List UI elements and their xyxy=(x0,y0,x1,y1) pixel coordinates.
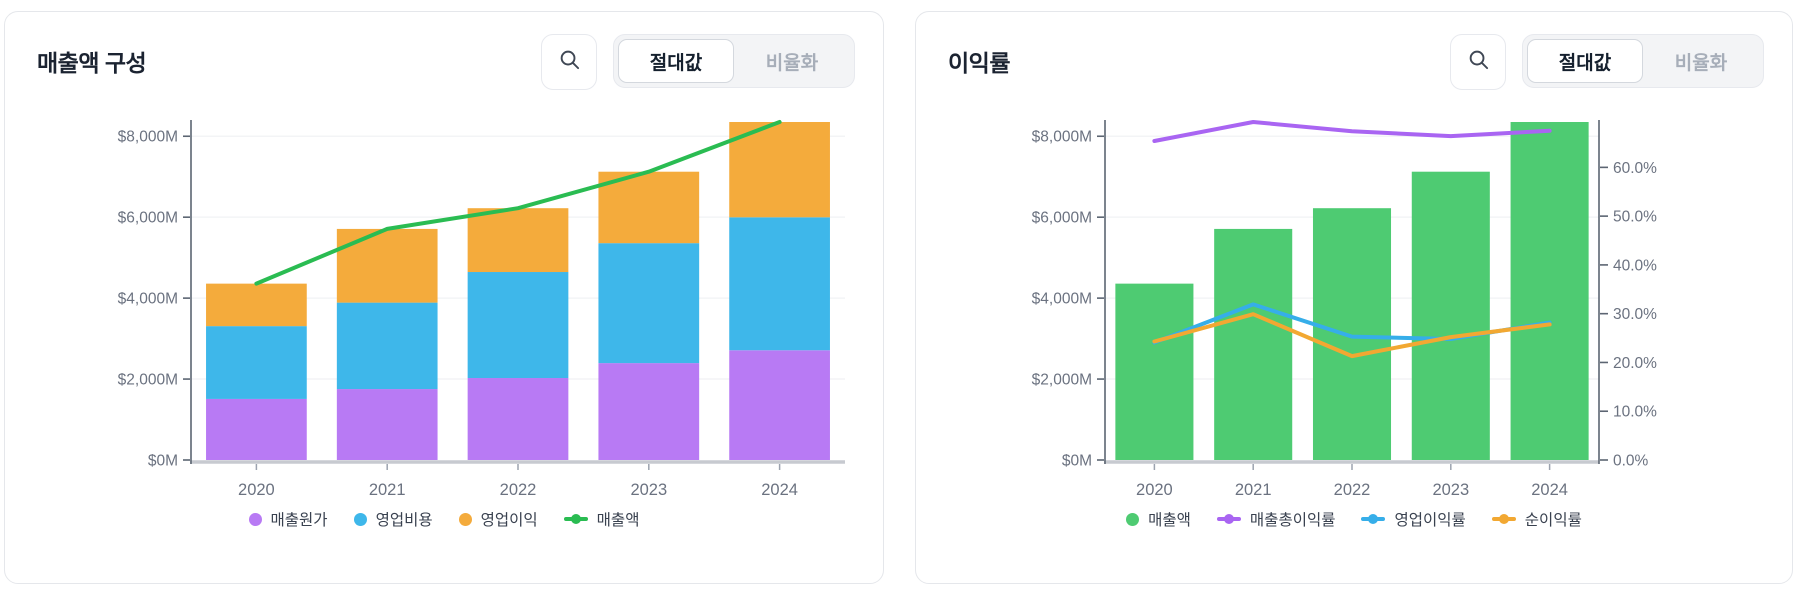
bar-segment[interactable] xyxy=(1510,122,1589,460)
x-tick-label: 2022 xyxy=(1334,481,1371,499)
toggle-ratio-button[interactable]: 비율화 xyxy=(1674,52,1728,74)
toggle-absolute-button[interactable]: 절대값 xyxy=(618,39,734,83)
bar-segment[interactable] xyxy=(598,171,700,244)
legend-label: 영업이익률 xyxy=(1394,512,1466,529)
legend-dot-marker xyxy=(248,512,262,526)
panel-controls: 절대값 비율화 xyxy=(1450,34,1764,90)
bar-segment[interactable] xyxy=(1214,228,1293,460)
legend-label: 매출액 xyxy=(596,512,640,529)
legend-line-marker xyxy=(1361,514,1386,524)
legend-label: 매출총이익률 xyxy=(1249,512,1336,529)
legend-dot-marker xyxy=(458,512,472,526)
legend-line-marker xyxy=(1491,514,1516,524)
y-tick-label: $8,000M xyxy=(118,129,178,146)
bar-segment[interactable] xyxy=(206,326,307,399)
panel-header: 매출액 구성 절대값 비율화 xyxy=(5,12,883,92)
search-button[interactable] xyxy=(541,34,597,90)
bar-segment[interactable] xyxy=(598,243,700,364)
bar-segment[interactable] xyxy=(1411,171,1490,460)
legend-label: 영업비용 xyxy=(375,512,433,529)
line-series xyxy=(254,120,782,286)
y-right-tick-label: 20.0% xyxy=(1613,355,1657,372)
legend-item[interactable]: 영업이익률 xyxy=(1361,508,1466,530)
panel-controls: 절대값 비율화 xyxy=(541,34,855,90)
y-tick-label: $0M xyxy=(148,453,178,470)
bar-segment[interactable] xyxy=(467,208,569,273)
profit-margin-panel: 이익률 절대값 비율화 $0M $2,000M $4,000M $6,000M $8,0… xyxy=(915,11,1793,584)
y-right-tick-label: 60.0% xyxy=(1613,160,1657,177)
bar-segment[interactable] xyxy=(467,272,569,379)
line-series xyxy=(1152,312,1552,359)
bar-segment[interactable] xyxy=(729,217,830,351)
legend-item[interactable]: 매출총이익률 xyxy=(1216,508,1336,530)
legend-line-marker xyxy=(1216,514,1241,524)
bar-segment[interactable] xyxy=(206,398,307,460)
panel-title: 매출액 구성 xyxy=(37,50,147,76)
y-right-tick-label: 30.0% xyxy=(1613,306,1657,323)
legend-item[interactable]: 영업이익 xyxy=(458,508,538,530)
legend-line-marker xyxy=(563,514,588,524)
line-series xyxy=(1152,120,1552,143)
legend-label: 매출액 xyxy=(1148,512,1191,529)
legend-dot-marker xyxy=(1126,512,1140,526)
bar-segment[interactable] xyxy=(336,389,438,460)
legend-item[interactable]: 매출액 xyxy=(563,508,640,530)
y-tick-label: $2,000M xyxy=(118,372,178,389)
x-tick-label: 2023 xyxy=(630,481,667,499)
bar-segment[interactable] xyxy=(467,378,569,460)
x-tick-label: 2024 xyxy=(761,481,798,499)
legend-item[interactable]: 매출원가 xyxy=(248,508,328,530)
y-tick-label: $8,000M xyxy=(1032,129,1092,146)
revenue-composition-panel: 매출액 구성 절대값 비율화 $0M $2,000M $4,000M $6,000M $… xyxy=(4,11,884,584)
y-right-tick-label: 50.0% xyxy=(1613,209,1657,226)
bar-segment[interactable] xyxy=(1115,283,1194,460)
bar-segment[interactable] xyxy=(336,228,438,303)
legend-label: 매출원가 xyxy=(270,512,328,529)
y-tick-label: $6,000M xyxy=(1032,210,1092,227)
bar-segment[interactable] xyxy=(1312,208,1392,460)
legend-label: 영업이익 xyxy=(480,512,538,529)
x-tick-label: 2021 xyxy=(369,481,406,499)
panel-header: 이익률 절대값 비율화 xyxy=(916,12,1792,92)
x-tick-label: 2020 xyxy=(238,481,275,499)
bar-segment[interactable] xyxy=(598,363,700,460)
y-tick-label: $2,000M xyxy=(1032,372,1092,389)
value-mode-toggle: 절대값 비율화 xyxy=(1522,34,1764,88)
revenue-composition-chart: $0M $2,000M $4,000M $6,000M $8,000M 2020 2021 2… xyxy=(118,120,845,499)
x-tick-label: 2020 xyxy=(1136,481,1173,499)
legend-item[interactable]: 매출액 xyxy=(1126,508,1191,530)
search-icon xyxy=(558,48,581,76)
bar-segment[interactable] xyxy=(336,302,438,390)
legend-dot-marker xyxy=(353,512,367,526)
x-tick-label: 2024 xyxy=(1531,481,1568,499)
y-tick-label: $6,000M xyxy=(118,210,178,227)
x-tick-label: 2023 xyxy=(1432,481,1469,499)
toggle-absolute-button[interactable]: 절대값 xyxy=(1527,39,1643,83)
legend-item[interactable]: 순이익률 xyxy=(1491,508,1582,530)
x-tick-label: 2022 xyxy=(500,481,537,499)
y-right-tick-label: 10.0% xyxy=(1613,404,1657,421)
y-tick-label: $0M xyxy=(1062,453,1092,470)
chart-legend: 매출원가 영업비용 영업이익 매출액 xyxy=(5,508,883,530)
bar-segment[interactable] xyxy=(206,283,307,327)
chart-legend: 매출액 매출총이익률 영업이익률 순이익률 xyxy=(916,508,1792,530)
profit-margin-chart: $0M $2,000M $4,000M $6,000M $8,000M 0.0% 10.0%… xyxy=(1032,120,1657,499)
legend-item[interactable]: 영업비용 xyxy=(353,508,433,530)
y-right-tick-label: 0.0% xyxy=(1613,453,1649,470)
search-icon xyxy=(1467,48,1490,76)
panel-title: 이익률 xyxy=(948,50,1010,76)
toggle-ratio-button[interactable]: 비율화 xyxy=(765,52,819,74)
bar-segment[interactable] xyxy=(729,122,830,218)
bar-segment[interactable] xyxy=(729,350,830,460)
y-tick-label: $4,000M xyxy=(118,291,178,308)
x-tick-label: 2021 xyxy=(1235,481,1272,499)
legend-label: 순이익률 xyxy=(1524,512,1582,529)
y-tick-label: $4,000M xyxy=(1032,291,1092,308)
value-mode-toggle: 절대값 비율화 xyxy=(613,34,855,88)
y-right-tick-label: 40.0% xyxy=(1613,257,1657,274)
search-button[interactable] xyxy=(1450,34,1506,90)
